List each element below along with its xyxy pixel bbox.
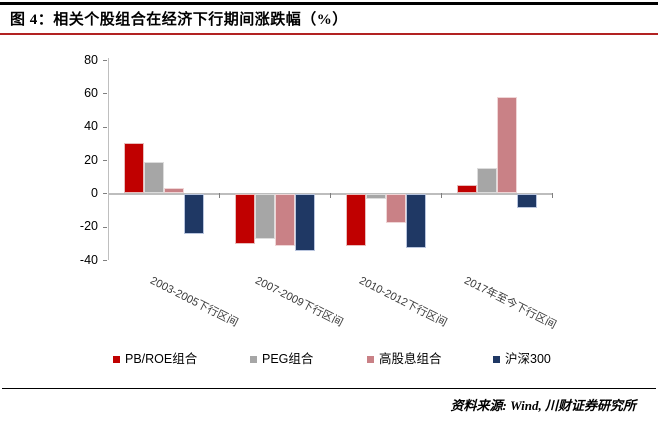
bar-高股息组合-2017年至今下行区间 [496, 96, 517, 194]
y-axis-line [108, 58, 109, 260]
y-axis-tick [103, 93, 107, 95]
legend-label: 高股息组合 [379, 352, 442, 366]
y-axis-tick [103, 60, 107, 61]
x-axis-tick [330, 193, 331, 199]
bar-PEG组合-2017年至今下行区间 [476, 168, 497, 194]
x-axis-label: 2017年至今下行区间 [462, 274, 559, 332]
y-axis-label: 20 [84, 152, 98, 167]
y-axis-tick [103, 226, 107, 228]
source-note: 资料来源: Wind, 川财证券研究所 [450, 398, 637, 413]
legend-swatch-沪深300 [493, 356, 500, 363]
bar-高股息组合-2003-2005下行区间 [163, 188, 184, 194]
y-axis-label: -20 [79, 219, 98, 234]
legend-item-PB/ROE组合: PB/ROE组合 [113, 352, 197, 367]
bar-PEG组合-2007-2009下行区间 [254, 194, 275, 240]
y-axis-label: 40 [84, 119, 98, 134]
bar-沪深300-2010-2012下行区间 [405, 194, 426, 248]
bar-沪深300-2007-2009下行区间 [294, 194, 315, 251]
y-axis-tick [103, 260, 107, 261]
bar-高股息组合-2010-2012下行区间 [385, 194, 406, 223]
bar-PB/ROE组合-2017年至今下行区间 [456, 185, 477, 194]
legend-label: 沪深300 [505, 352, 551, 366]
bar-沪深300-2017年至今下行区间 [516, 194, 537, 208]
bar-高股息组合-2007-2009下行区间 [274, 194, 295, 246]
legend-item-高股息组合: 高股息组合 [367, 352, 442, 367]
bar-沪深300-2003-2005下行区间 [183, 194, 204, 235]
y-axis-tick [103, 160, 107, 161]
y-axis-tick [103, 126, 107, 128]
x-axis-tick [552, 193, 553, 199]
x-axis-label: 2010-2012下行区间 [357, 274, 450, 330]
legend-swatch-PB/ROE组合 [113, 356, 120, 363]
bar-chart: 80 60 40 20 0 -20 -40 2003-2005下行区间 2007-2009下行区… [0, 36, 658, 376]
y-axis-tick [103, 193, 107, 195]
footer-rule [2, 388, 656, 389]
y-axis-label: 80 [84, 52, 98, 67]
x-axis-label: 2007-2009下行区间 [252, 274, 345, 330]
y-axis-label: 60 [84, 85, 98, 100]
top-rule [0, 2, 658, 5]
bar-PB/ROE组合-2003-2005下行区间 [123, 143, 144, 194]
y-axis-label: 0 [91, 185, 98, 200]
legend-swatch-PEG组合 [250, 356, 257, 363]
legend-item-PEG组合: PEG组合 [250, 352, 313, 367]
x-axis-label: 2003-2005下行区间 [148, 274, 240, 330]
title-underline [0, 33, 658, 35]
bar-PB/ROE组合-2007-2009下行区间 [234, 194, 255, 245]
figure-title: 图 4：相关个股组合在经济下行期间涨跌幅（%） [10, 12, 348, 28]
legend-swatch-高股息组合 [367, 356, 374, 363]
legend-label: PB/ROE组合 [125, 352, 198, 366]
bar-PEG组合-2010-2012下行区间 [365, 194, 386, 200]
x-axis-tick [441, 193, 442, 199]
legend-label: PEG组合 [262, 352, 314, 366]
bar-PEG组合-2003-2005下行区间 [143, 161, 164, 194]
x-axis-tick [219, 193, 220, 199]
legend-item-沪深300: 沪深300 [493, 352, 551, 367]
bar-PB/ROE组合-2010-2012下行区间 [345, 194, 366, 246]
y-axis-label: -40 [79, 252, 98, 267]
